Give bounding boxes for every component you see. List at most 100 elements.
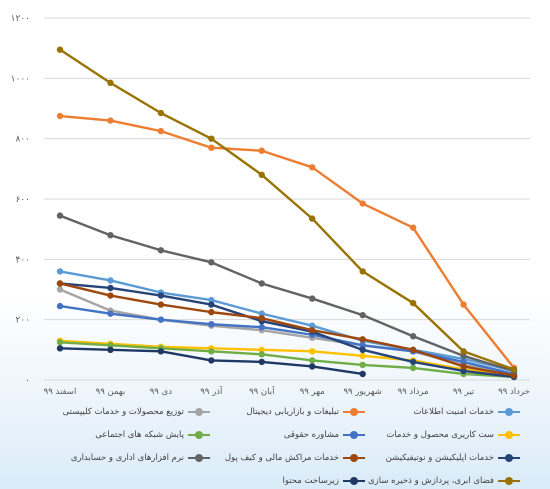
data-point xyxy=(409,299,417,307)
x-tick-label: خرداد ۹۹ xyxy=(498,387,530,397)
data-point xyxy=(359,370,366,378)
series-line xyxy=(59,270,515,373)
data-point xyxy=(460,363,467,370)
series-8 xyxy=(56,212,518,375)
legend-label: ست کاریری محصول و خدمات xyxy=(386,430,494,440)
gridlines xyxy=(44,17,530,381)
legend-swatch xyxy=(498,451,520,465)
data-point xyxy=(359,268,366,275)
data-point xyxy=(258,314,265,322)
x-tick-label: اسفند ۹۹ xyxy=(44,387,77,397)
series-line xyxy=(59,304,515,376)
legend-swatch xyxy=(498,474,520,488)
y-tick-label: ۱۰۰۰ xyxy=(11,74,30,84)
data-point xyxy=(208,259,215,266)
legend-item: خدمات امنیت اطلاعات xyxy=(413,405,520,419)
data-point xyxy=(56,339,64,346)
series-lines xyxy=(56,46,518,381)
data-point xyxy=(309,215,316,222)
series-line xyxy=(59,48,515,371)
legend-item: زیرساخت محتوا xyxy=(282,474,365,488)
data-point xyxy=(56,268,64,275)
legend-item: تبلیغات و بازاریابی دیجیتال xyxy=(246,405,365,419)
x-tick-label: آذر ۹۹ xyxy=(200,385,223,397)
y-tick-label: ۲۰۰ xyxy=(15,316,30,326)
data-point xyxy=(157,292,165,299)
data-point xyxy=(409,364,417,372)
legend-label: نرم افزارهای اداری و حسابداری xyxy=(70,453,184,463)
legend-label: تبلیغات و بازاریابی دیجیتال xyxy=(246,407,339,417)
legend-item: توزیع محصولات و خدمات کلیپستی xyxy=(63,405,210,419)
data-point xyxy=(107,292,114,299)
legend-label: فضای ابری، پردازش و ذخیره سازی xyxy=(367,476,494,486)
legend-swatch xyxy=(343,451,365,465)
legend-item: فضای ابری، پردازش و ذخیره سازی xyxy=(368,474,520,488)
legend-item: ست کاریری محصول و خدمات xyxy=(386,428,520,442)
data-point xyxy=(258,358,265,366)
legend-swatch xyxy=(188,451,210,465)
line-chart: ۰ ۲۰۰ ۴۰۰ ۶۰۰ ۸۰۰ ۱۰۰۰ ۱۲۰۰ خرداد ۹۹ تیر ۹۹ مردا… xyxy=(11,14,530,397)
data-point xyxy=(409,346,417,354)
data-point xyxy=(510,372,518,379)
data-point xyxy=(409,224,417,231)
data-point xyxy=(157,348,165,355)
legend-swatch xyxy=(343,474,365,488)
data-point xyxy=(258,324,265,331)
series-1 xyxy=(56,112,518,372)
data-point xyxy=(208,301,215,308)
data-point xyxy=(56,302,64,310)
data-point xyxy=(309,363,316,370)
data-point xyxy=(157,109,165,117)
data-point xyxy=(56,46,64,53)
data-point xyxy=(56,280,64,287)
legend-item: خدمات مراکش مالی و کیف پول xyxy=(225,451,365,465)
data-point xyxy=(510,366,518,373)
series-line xyxy=(59,341,515,379)
legend-label: توزیع محصولات و خدمات کلیپستی xyxy=(62,407,184,417)
x-tick-label: آبان ۹۹ xyxy=(249,385,275,397)
x-tick-label: تیر ۹۹ xyxy=(453,387,475,397)
data-point xyxy=(107,277,114,284)
data-point xyxy=(258,171,265,179)
series-7 xyxy=(56,280,518,379)
data-point xyxy=(208,296,215,304)
legend-swatch xyxy=(498,428,520,442)
data-point xyxy=(309,164,316,171)
data-point xyxy=(258,346,265,354)
data-point xyxy=(460,367,467,375)
data-point xyxy=(107,310,114,317)
y-tick-label: ۴۰۰ xyxy=(15,255,30,265)
data-point xyxy=(107,79,114,87)
data-point xyxy=(409,333,417,340)
data-point xyxy=(56,345,64,352)
data-point xyxy=(359,346,366,354)
data-point xyxy=(309,322,316,329)
legend-label: خدمات مراکش مالی و کیف پول xyxy=(224,453,339,463)
legend-label: پایش شبکه های اجتماعی xyxy=(95,430,184,440)
data-point xyxy=(208,357,215,364)
data-point xyxy=(208,348,215,355)
legend-label: مشاوره حقوقی xyxy=(283,430,339,440)
series-9 xyxy=(56,46,518,373)
data-point xyxy=(309,295,316,302)
data-point xyxy=(460,301,467,308)
data-point xyxy=(359,361,366,369)
data-point xyxy=(208,308,215,316)
series-line xyxy=(59,339,515,377)
data-point xyxy=(208,135,215,142)
legend-swatch xyxy=(188,405,210,419)
data-point xyxy=(460,352,467,360)
data-point xyxy=(157,247,165,254)
data-point xyxy=(359,352,366,360)
legend-label: خدمات اپلیکیشن و نوتیفیکیشن xyxy=(385,453,494,463)
data-point xyxy=(309,357,316,364)
x-tick-label: دی ۹۹ xyxy=(150,387,172,397)
legend-item: پایش شبکه های اجتماعی xyxy=(95,428,210,442)
y-tick-label: ۰ xyxy=(25,376,30,386)
data-point xyxy=(56,112,64,120)
data-point xyxy=(460,358,467,366)
series-line xyxy=(59,114,515,369)
series-line xyxy=(59,282,515,379)
legend-swatch xyxy=(498,405,520,419)
data-point xyxy=(157,127,165,135)
